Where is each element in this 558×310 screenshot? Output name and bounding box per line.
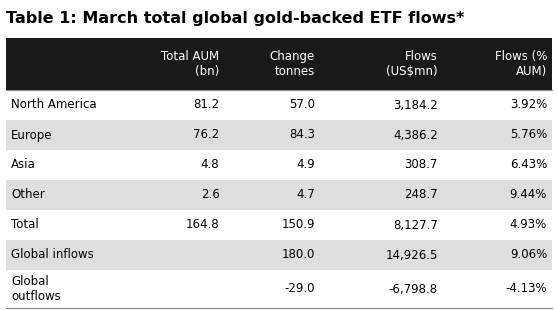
Text: -4.13%: -4.13% (506, 282, 547, 295)
Text: Europe: Europe (11, 129, 52, 141)
Text: 4.9: 4.9 (296, 158, 315, 171)
Text: Other: Other (11, 188, 45, 202)
Text: 180.0: 180.0 (282, 249, 315, 262)
Text: 84.3: 84.3 (289, 129, 315, 141)
Bar (6, 210, 552, 240)
Bar (6, 38, 552, 90)
Bar (6, 270, 552, 308)
Text: 248.7: 248.7 (404, 188, 438, 202)
Text: Total AUM
(bn): Total AUM (bn) (161, 50, 219, 78)
Bar (6, 150, 552, 180)
Text: 2.6: 2.6 (201, 188, 219, 202)
Text: Flows (%
AUM): Flows (% AUM) (494, 50, 547, 78)
Bar (6, 120, 552, 150)
Text: 9.06%: 9.06% (510, 249, 547, 262)
Text: 81.2: 81.2 (193, 99, 219, 112)
Text: 4.8: 4.8 (201, 158, 219, 171)
Text: -6,798.8: -6,798.8 (389, 282, 438, 295)
Bar (6, 90, 552, 120)
Text: 3,184.2: 3,184.2 (393, 99, 438, 112)
Text: 164.8: 164.8 (186, 219, 219, 232)
Text: 150.9: 150.9 (281, 219, 315, 232)
Text: North America: North America (11, 99, 97, 112)
Text: 8,127.7: 8,127.7 (393, 219, 438, 232)
Text: Global
outflows: Global outflows (11, 275, 61, 303)
Text: 4.7: 4.7 (296, 188, 315, 202)
Text: 6.43%: 6.43% (510, 158, 547, 171)
Text: 4,386.2: 4,386.2 (393, 129, 438, 141)
Text: Global inflows: Global inflows (11, 249, 94, 262)
Text: 76.2: 76.2 (193, 129, 219, 141)
Text: -29.0: -29.0 (285, 282, 315, 295)
Text: 9.44%: 9.44% (509, 188, 547, 202)
Text: 14,926.5: 14,926.5 (386, 249, 438, 262)
Bar (6, 240, 552, 270)
Text: 3.92%: 3.92% (510, 99, 547, 112)
Bar (6, 180, 552, 210)
Text: 57.0: 57.0 (289, 99, 315, 112)
Text: Total: Total (11, 219, 39, 232)
Text: Asia: Asia (11, 158, 36, 171)
Text: 308.7: 308.7 (405, 158, 438, 171)
Text: Flows
(US$mn): Flows (US$mn) (386, 50, 438, 78)
Text: 5.76%: 5.76% (510, 129, 547, 141)
Text: Table 1: March total global gold-backed ETF flows*: Table 1: March total global gold-backed … (6, 11, 464, 26)
Text: 4.93%: 4.93% (510, 219, 547, 232)
Text: Change
tonnes: Change tonnes (270, 50, 315, 78)
